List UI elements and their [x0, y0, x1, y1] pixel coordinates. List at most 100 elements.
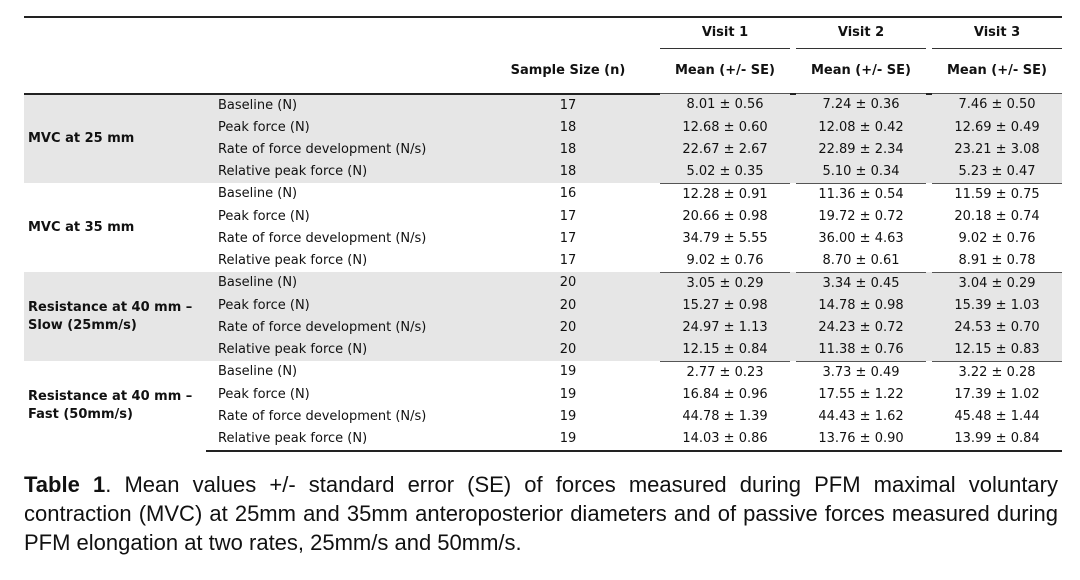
visit-1-value: 2.77 ± 0.23	[660, 360, 790, 384]
sample-size-value: 17	[476, 92, 660, 117]
caption-label: Table 1	[24, 472, 106, 497]
header-row-labels: Sample Size (n) Mean (+/- SE) Mean (+/- …	[24, 48, 1062, 94]
visit-2-value: 17.55 ± 1.22	[818, 386, 904, 402]
table-row: Peak force (N) 20 15.27 ± 0.98 14.78 ± 0.98…	[24, 294, 1062, 317]
visit-1-value: 22.67 ± 2.67	[660, 138, 790, 161]
table-row: Resistance at 40 mm – Fast (50mm/s) Basel…	[24, 360, 1062, 422]
measure-label: Peak force (N)	[206, 294, 476, 317]
visit-2-value: 14.78 ± 0.98	[796, 294, 926, 317]
visit-3-value: 45.48 ± 1.44	[954, 408, 1040, 424]
visit-2-mean-header: Mean (+/- SE)	[796, 48, 926, 94]
visit-2-value: 11.38 ± 0.76	[796, 338, 926, 361]
header-row-visits: Visit 1 Visit 2 Visit 3	[24, 16, 1062, 49]
measure-label: Rate of force development (N/s)	[206, 316, 476, 339]
measure-label: Rate of force development (N/s)	[218, 230, 427, 246]
visit-3-value: 8.91 ± 0.78	[958, 252, 1036, 268]
visit-2-value: 22.89 ± 2.34	[796, 138, 926, 161]
visit-2-value: 11.36 ± 0.54	[796, 182, 926, 206]
visit-3-value: 13.99 ± 0.84	[932, 427, 1062, 452]
group-label: Resistance at 40 mm – Slow (25mm/s)	[24, 272, 206, 361]
sample-size-value: 19	[559, 408, 577, 424]
visit-2-value: 8.70 ± 0.61	[822, 252, 900, 268]
visit-1-value: 14.03 ± 0.86	[660, 427, 790, 452]
visit-2-value: 12.08 ± 0.42	[796, 116, 926, 139]
visit-2-value: 36.00 ± 4.63	[818, 230, 904, 246]
table-row: Relative peak force (N) 19 14.03 ± 0.86 13.…	[24, 427, 1062, 452]
visit-1-header: Visit 1	[660, 16, 790, 49]
visit-3-value: 15.39 ± 1.03	[932, 294, 1062, 317]
table-row: Peak force (N) 17 20.66 ± 0.98 19.72 ± 0.72…	[24, 206, 1062, 228]
table-row: Rate of force development (N/s) 19 44.78 ±…	[24, 406, 1062, 428]
measure-label: Rate of force development (N/s)	[218, 408, 427, 424]
visit-3-value: 5.23 ± 0.47	[932, 160, 1062, 183]
visit-3-value: 3.22 ± 0.28	[932, 360, 1062, 384]
sample-size-value: 17	[559, 208, 577, 224]
sample-size-value: 18	[476, 160, 660, 183]
visit-2-value: 13.76 ± 0.90	[796, 427, 926, 452]
visit-1-value: 16.84 ± 0.96	[682, 386, 768, 402]
measure-label: Baseline (N)	[218, 186, 298, 202]
sample-size-value: 17	[559, 230, 577, 246]
measure-label: Baseline (N)	[206, 272, 476, 295]
table-row: Rate of force development (N/s) 18 22.67 ±…	[24, 138, 1062, 161]
visit-2-header: Visit 2	[796, 16, 926, 49]
group-label: MVC at 25 mm	[24, 92, 206, 183]
visit-1-value: 12.15 ± 0.84	[660, 338, 790, 361]
sample-size-value: 16	[559, 186, 577, 202]
measure-label: Baseline (N)	[206, 92, 476, 117]
sample-size-value: 18	[476, 116, 660, 139]
table-row: MVC at 35 mm Baseline (N) 16 12.28 ± 0.91 11…	[24, 182, 1062, 235]
table-caption: Table 1. Mean values +/- standard error …	[24, 470, 1058, 557]
table-body: MVC at 25 mm Baseline (N) 17 8.01 ± 0.56 7.2…	[24, 92, 1062, 452]
visit-1-value: 8.01 ± 0.56	[660, 93, 790, 117]
table-row: MVC at 25 mm Baseline (N) 17 8.01 ± 0.56 7.2…	[24, 92, 1062, 183]
sample-size-value: 20	[476, 316, 660, 339]
measure-label: Peak force (N)	[218, 386, 310, 402]
visit-1-value: 5.02 ± 0.35	[660, 160, 790, 183]
sample-size-value: 19	[476, 427, 660, 452]
measure-label: Relative peak force (N)	[206, 338, 476, 361]
visit-3-value: 17.39 ± 1.02	[954, 386, 1040, 402]
sample-size-value: 20	[476, 272, 660, 295]
results-table-container: Visit 1 Visit 2 Visit 3 Sample Size (n) …	[24, 16, 1062, 452]
visit-3-value: 24.53 ± 0.70	[932, 316, 1062, 339]
visit-1-value: 20.66 ± 0.98	[682, 208, 768, 224]
sample-size-value: 17	[559, 252, 577, 268]
sample-size-value: 20	[476, 338, 660, 361]
group-label: Resistance at 40 mm – Fast (50mm/s)	[28, 388, 193, 422]
caption-text: . Mean values +/- standard error (SE) of…	[24, 472, 1058, 555]
table-row: Relative peak force (N) 20 12.15 ± 0.84 11.…	[24, 338, 1062, 361]
sample-size-value: 19	[559, 364, 577, 380]
visit-2-value: 44.43 ± 1.62	[818, 408, 904, 424]
sample-size-value: 20	[476, 294, 660, 317]
visit-2-value: 7.24 ± 0.36	[796, 93, 926, 117]
sample-size-value: 18	[476, 138, 660, 161]
group-label: MVC at 35 mm	[28, 219, 135, 235]
table-row: Peak force (N) 19 16.84 ± 0.96 17.55 ± 1.22…	[24, 384, 1062, 406]
visit-3-value: 9.02 ± 0.76	[958, 230, 1036, 246]
sample-size-header: Sample Size (n)	[510, 62, 626, 78]
visit-1-value: 9.02 ± 0.76	[686, 252, 764, 268]
measure-label: Rate of force development (N/s)	[206, 138, 476, 161]
measure-label: Peak force (N)	[218, 208, 310, 224]
table-row: Relative peak force (N) 18 5.02 ± 0.35 5.10…	[24, 160, 1062, 183]
visit-2-value: 3.73 ± 0.49	[796, 360, 926, 384]
table-row: Resistance at 40 mm – Slow (25mm/s) Basel…	[24, 271, 1062, 361]
visit-2-value: 3.34 ± 0.45	[796, 271, 926, 295]
visit-1-value: 12.68 ± 0.60	[660, 116, 790, 139]
visit-2-value: 24.23 ± 0.72	[796, 316, 926, 339]
visit-3-mean-header: Mean (+/- SE)	[932, 48, 1062, 94]
measure-label: Relative peak force (N)	[206, 160, 476, 183]
measure-label: Peak force (N)	[206, 116, 476, 139]
visit-3-value: 12.15 ± 0.83	[932, 338, 1062, 361]
visit-1-value: 15.27 ± 0.98	[660, 294, 790, 317]
visit-2-value: 5.10 ± 0.34	[796, 160, 926, 183]
table-row: Rate of force development (N/s) 20 24.97 ±…	[24, 316, 1062, 339]
visit-3-value: 20.18 ± 0.74	[954, 208, 1040, 224]
sample-size-value: 19	[559, 386, 577, 402]
visit-3-value: 12.69 ± 0.49	[932, 116, 1062, 139]
visit-3-header: Visit 3	[932, 16, 1062, 49]
table-row: Relative peak force (N) 17 9.02 ± 0.76 8.70…	[24, 250, 1062, 273]
visit-3-value: 7.46 ± 0.50	[932, 93, 1062, 117]
measure-label: Relative peak force (N)	[218, 252, 368, 268]
